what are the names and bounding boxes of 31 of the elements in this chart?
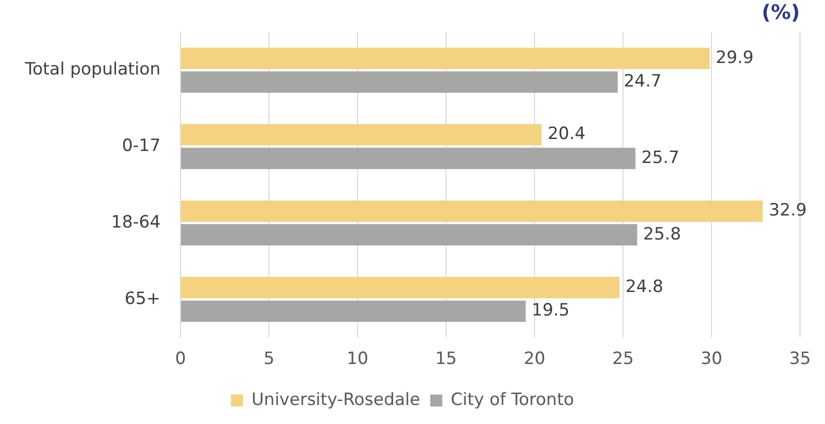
bar [181, 276, 620, 298]
bar [181, 224, 638, 246]
bar [181, 200, 763, 222]
y-tick-label: 65+ [124, 288, 161, 309]
legend-label: University-Rosedale [251, 390, 420, 410]
bar [181, 148, 636, 170]
x-tick-label: 5 [264, 349, 274, 370]
data-label: 24.7 [624, 71, 662, 92]
x-tick-label: 30 [700, 349, 722, 370]
data-label: 20.4 [548, 124, 586, 144]
data-label: 24.8 [625, 276, 664, 297]
data-label: 32.9 [768, 200, 807, 221]
bar [181, 48, 710, 70]
bar [181, 124, 542, 146]
legend-label: City of Toronto [450, 390, 574, 410]
data-label: 19.5 [532, 300, 570, 321]
bar [181, 71, 618, 93]
x-tick-label: 20 [524, 349, 546, 370]
data-label: 25.8 [643, 224, 682, 244]
y-tick-label: 0-17 [122, 136, 161, 156]
x-tick-label: 35 [789, 349, 811, 370]
x-tick-label: 0 [175, 349, 186, 370]
data-label: 29.9 [716, 48, 754, 68]
y-tick-label: Total population [24, 60, 161, 80]
x-tick-label: 25 [612, 349, 634, 370]
bar [181, 300, 526, 322]
x-tick-label: 10 [346, 349, 368, 370]
chart-title: (%) [762, 0, 800, 24]
data-label: 25.7 [641, 148, 680, 168]
x-tick-label: 15 [435, 349, 457, 370]
y-tick-label: 18-64 [111, 212, 161, 232]
